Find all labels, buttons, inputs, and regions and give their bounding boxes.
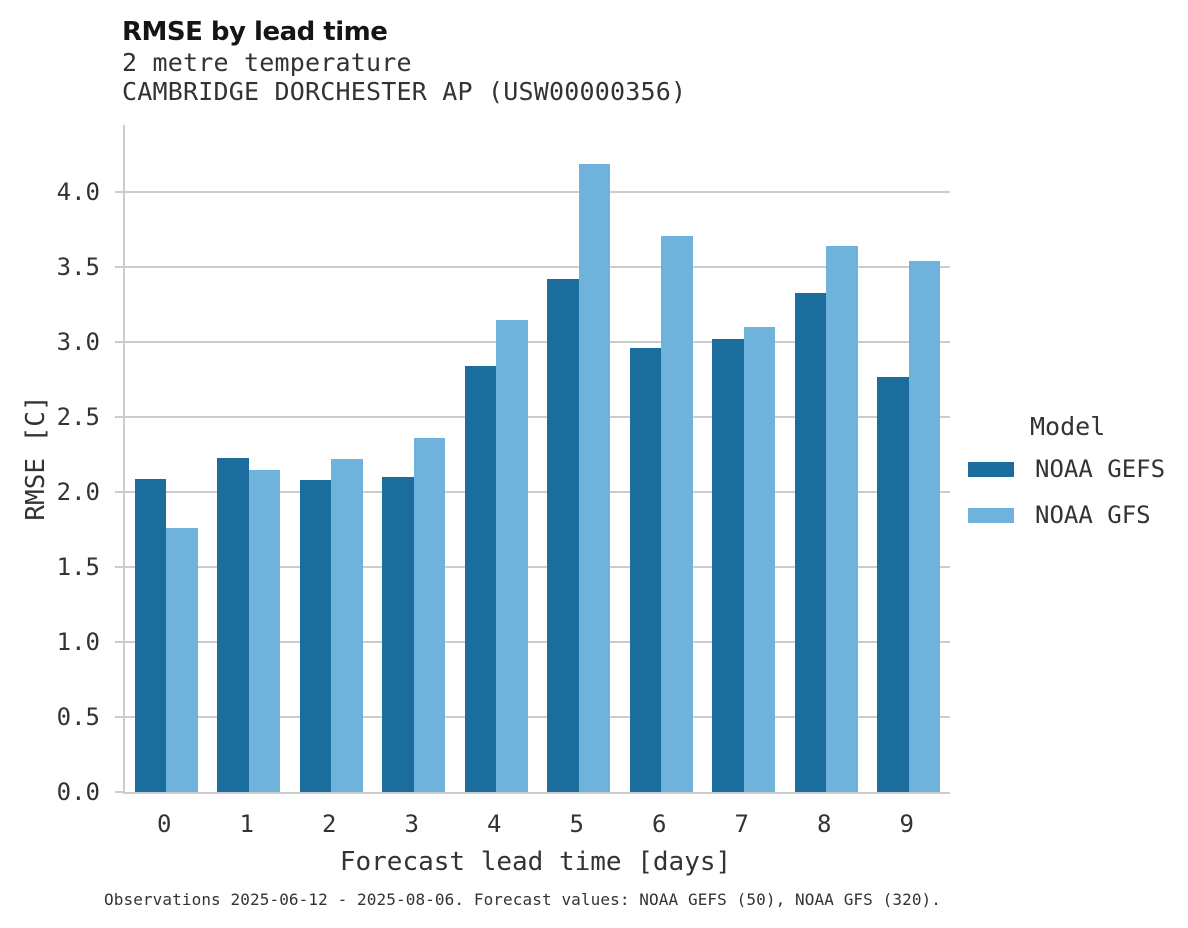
bar-noaa-gefs-lead-4 [464,366,497,792]
bar-noaa-gfs-lead-4 [496,319,528,792]
bar-group-lead-7 [703,125,786,792]
legend-swatch-icon [968,461,1014,477]
y-tick-mark-0.0 [115,791,123,793]
bar-noaa-gfs-lead-8 [826,246,858,792]
x-tick-label-4: 4 [487,810,502,838]
chart-subtitle-station: CAMBRIDGE DORCHESTER AP (USW00000356) [122,77,687,106]
y-tick-mark-1.0 [115,641,123,643]
x-tick-label-7: 7 [734,810,749,838]
bar-group-lead-1 [208,125,291,792]
y-tick-label-1.0: 1.0 [56,628,100,656]
chart-header: RMSE by lead time 2 metre temperature CA… [122,16,686,106]
bar-noaa-gfs-lead-5 [578,163,611,792]
x-tick-label-3: 3 [404,810,419,838]
chart-title: RMSE by lead time [122,17,388,47]
bar-noaa-gefs-lead-6 [629,348,662,792]
bar-noaa-gefs-lead-8 [794,292,827,792]
bar-group-lead-3 [373,125,456,792]
y-tick-mark-2.0 [115,491,123,493]
chart-caption: Observations 2025-06-12 - 2025-08-06. Fo… [104,890,942,909]
bar-noaa-gfs-lead-6 [661,235,693,792]
bar-noaa-gfs-lead-2 [331,459,363,792]
gridline-y-2.5 [125,416,950,418]
bar-group-lead-5 [538,125,621,792]
bar-group-lead-8 [785,125,868,792]
bar-noaa-gfs-lead-3 [413,438,446,792]
y-tick-label-4.0: 4.0 [56,178,100,206]
x-tick-label-9: 9 [899,810,914,838]
y-tick-mark-3.0 [115,341,123,343]
bar-noaa-gefs-lead-2 [299,480,332,792]
y-tick-label-1.5: 1.5 [56,553,100,581]
bar-noaa-gefs-lead-9 [877,376,909,792]
legend: Model NOAA GEFS NOAA GFS [968,412,1165,547]
bar-group-lead-9 [868,125,951,792]
bar-noaa-gfs-lead-7 [743,327,776,792]
y-tick-label-0.0: 0.0 [56,778,100,806]
y-tick-label-3.0: 3.0 [56,328,100,356]
legend-label: NOAA GFS [1035,501,1151,529]
x-tick-label-5: 5 [569,810,584,838]
chart-subtitle-variable: 2 metre temperature [122,48,412,77]
bar-group-lead-4 [455,125,538,792]
legend-item-noaa-gefs: NOAA GEFS [968,455,1165,483]
bar-noaa-gefs-lead-0 [134,478,167,792]
y-tick-label-0.5: 0.5 [56,703,100,731]
x-tick-label-2: 2 [322,810,337,838]
y-tick-label-3.5: 3.5 [56,253,100,281]
y-tick-mark-3.5 [115,266,123,268]
x-tick-label-6: 6 [652,810,667,838]
legend-label: NOAA GEFS [1035,455,1166,483]
x-tick-label-8: 8 [817,810,832,838]
legend-item-noaa-gfs: NOAA GFS [968,501,1165,529]
bar-noaa-gefs-lead-7 [712,339,744,792]
x-axis-title: Forecast lead time [days] [339,847,732,877]
gridline-y-4.0 [125,191,950,193]
y-tick-mark-0.5 [115,716,123,718]
bar-group-lead-0 [125,125,208,792]
gridline-y-0.5 [125,716,950,718]
y-tick-label-2.5: 2.5 [56,403,100,431]
bar-group-lead-2 [290,125,373,792]
plot-area [123,125,950,794]
y-tick-mark-2.5 [115,416,123,418]
gridline-y-1.5 [125,566,950,568]
bar-noaa-gfs-lead-9 [908,261,941,792]
legend-title: Model [1030,412,1106,441]
bar-noaa-gfs-lead-0 [166,528,198,792]
gridline-y-3.0 [125,341,950,343]
gridline-y-2.0 [125,491,950,493]
bar-noaa-gefs-lead-1 [217,457,249,792]
y-tick-mark-1.5 [115,566,123,568]
bar-noaa-gefs-lead-3 [382,477,414,792]
bar-noaa-gefs-lead-5 [547,279,579,792]
x-tick-label-0: 0 [157,810,172,838]
bar-noaa-gfs-lead-1 [248,469,281,792]
legend-swatch-icon [968,507,1014,523]
gridline-y-3.5 [125,266,950,268]
gridline-y-1.0 [125,641,950,643]
y-tick-mark-4.0 [115,191,123,193]
x-tick-label-1: 1 [239,810,254,838]
bar-group-lead-6 [620,125,703,792]
y-tick-label-2.0: 2.0 [56,478,100,506]
